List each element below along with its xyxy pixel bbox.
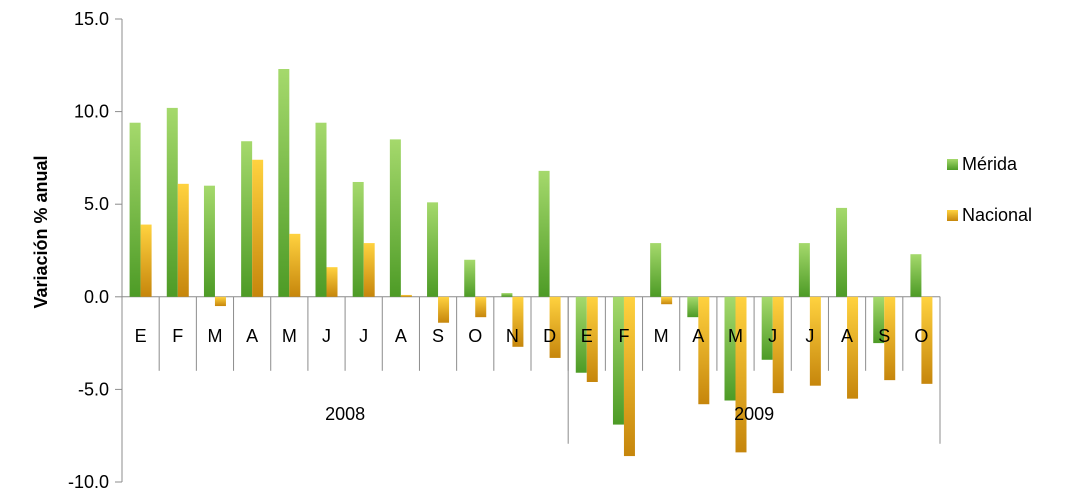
bar-merida (575, 296, 587, 373)
bar-nacional (140, 224, 152, 297)
category-label: O (468, 326, 482, 346)
bar-nacional (884, 296, 896, 381)
bar-nacional (289, 233, 301, 297)
category-label: F (172, 326, 183, 346)
category-label: J (322, 326, 331, 346)
y-tick-label: -5.0 (78, 379, 109, 399)
bar-nacional (847, 296, 859, 399)
bar-merida (203, 185, 215, 297)
bar-merida (241, 141, 253, 297)
bar-nacional (177, 183, 189, 297)
bar-merida (129, 122, 141, 297)
y-tick-label: 15.0 (74, 9, 109, 29)
bar-merida (761, 296, 773, 360)
legend-label-merida: Mérida (962, 154, 1018, 174)
category-label: E (581, 326, 593, 346)
bar-nacional (586, 296, 598, 382)
bar-merida (836, 207, 848, 297)
y-tick-label: 5.0 (84, 194, 109, 214)
bar-nacional (549, 296, 561, 358)
bar-merida (278, 69, 290, 297)
bar-nacional (623, 296, 635, 457)
legend: Mérida Nacional (947, 150, 1065, 245)
bar-nacional (363, 243, 375, 297)
category-label: D (543, 326, 556, 346)
bar-nacional (214, 296, 226, 307)
category-label: A (841, 326, 853, 346)
bar-merida (538, 170, 550, 297)
bar-nacional (921, 296, 933, 384)
category-label: F (618, 326, 629, 346)
bar-nacional (698, 296, 710, 405)
y-tick-label: -10.0 (68, 472, 109, 492)
legend-item-merida: Mérida (947, 154, 1017, 175)
bar-merida (389, 139, 401, 297)
bar-nacional (512, 296, 524, 347)
category-label: J (805, 326, 814, 346)
bar-nacional (809, 296, 821, 386)
category-label: A (692, 326, 704, 346)
group-label: 2009 (734, 404, 774, 424)
category-label: A (246, 326, 258, 346)
bar-merida (687, 296, 699, 318)
category-label: N (506, 326, 519, 346)
bar-merida (315, 122, 327, 297)
category-label: J (359, 326, 368, 346)
bar-merida (612, 296, 624, 425)
bar-nacional (772, 296, 784, 394)
category-label: S (878, 326, 890, 346)
bar-nacional (475, 296, 487, 318)
bar-nacional (400, 294, 412, 297)
category-label: E (135, 326, 147, 346)
bar-merida (166, 107, 178, 297)
category-label: M (728, 326, 743, 346)
legend-swatch-merida (947, 159, 958, 170)
bar-merida (650, 243, 662, 297)
bar-merida (427, 202, 439, 297)
legend-swatch-nacional (947, 210, 958, 221)
y-axis-title: Variación % anual (31, 155, 51, 308)
y-tick-label: 10.0 (74, 102, 109, 122)
bar-nacional (252, 159, 264, 297)
category-label: M (654, 326, 669, 346)
y-tick-label: 0.0 (84, 287, 109, 307)
legend-label-nacional: Nacional (962, 205, 1033, 225)
legend-item-nacional: Nacional (947, 205, 1032, 226)
category-label: S (432, 326, 444, 346)
category-label: J (768, 326, 777, 346)
category-label: A (395, 326, 407, 346)
bar-nacional (735, 296, 747, 453)
category-label: O (914, 326, 928, 346)
bar-nacional (326, 267, 338, 297)
bar-merida (798, 243, 810, 297)
bar-merida (873, 296, 885, 344)
bar-merida (724, 296, 736, 401)
group-label: 2008 (325, 404, 365, 424)
bar-merida (501, 293, 513, 297)
category-label: M (207, 326, 222, 346)
bar-nacional (661, 296, 673, 305)
category-label: M (282, 326, 297, 346)
bar-merida (910, 254, 922, 297)
bar-merida (464, 259, 476, 297)
bar-merida (352, 181, 364, 297)
bar-nacional (438, 296, 450, 323)
